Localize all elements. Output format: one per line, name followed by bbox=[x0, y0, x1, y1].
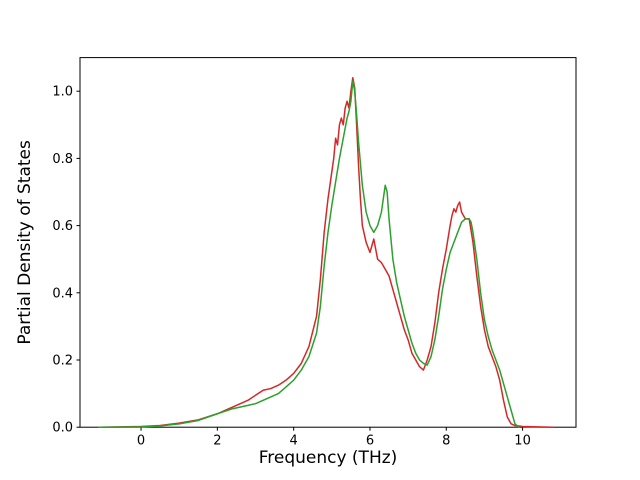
x-tick-label: 8 bbox=[442, 434, 450, 449]
x-tick-label: 10 bbox=[514, 434, 531, 449]
axes-frame bbox=[79, 57, 577, 428]
y-tick-label: 0.0 bbox=[52, 421, 73, 436]
plot-area: 0 2 4 6 8 10 0.0 0.2 0.4 0.6 0.8 1.0 bbox=[52, 57, 577, 449]
y-tick-label: 1.0 bbox=[52, 85, 73, 100]
y-axis-label: Partial Density of States bbox=[15, 140, 35, 345]
x-tick-label: 0 bbox=[137, 434, 145, 449]
y-tick-label: 0.8 bbox=[52, 152, 73, 167]
y-tick-label: 0.6 bbox=[52, 219, 73, 234]
x-axis-label: Frequency (THz) bbox=[259, 448, 398, 468]
pdos-green-line bbox=[98, 80, 520, 428]
y-tick-label: 0.4 bbox=[52, 286, 73, 301]
x-tick-label: 2 bbox=[213, 434, 221, 449]
x-tick-label: 4 bbox=[290, 434, 298, 449]
y-tick-label: 0.2 bbox=[52, 354, 73, 369]
x-tick-label: 6 bbox=[366, 434, 374, 449]
